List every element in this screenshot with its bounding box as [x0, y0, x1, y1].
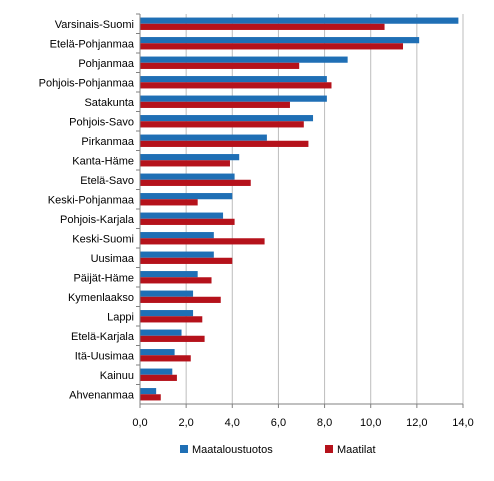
category-label: Lappi — [107, 311, 134, 323]
bar-maataloustuotos — [140, 154, 240, 161]
bars — [140, 17, 459, 401]
category-label: Päijät-Häme — [73, 272, 134, 284]
bar-maataloustuotos — [140, 173, 235, 180]
category-label: Pohjois-Pohjanmaa — [39, 77, 135, 89]
bar-maatilat — [140, 296, 221, 303]
tick-labels: 0,0 2,0 4,0 6,0 8,0 10,0 12,0 14,0 — [132, 417, 473, 429]
bar-maataloustuotos — [140, 232, 214, 239]
bar-maatilat — [140, 121, 304, 128]
bar-maataloustuotos — [140, 310, 194, 317]
legend-swatch — [180, 445, 188, 453]
category-label: Pohjois-Savo — [69, 116, 134, 128]
axes — [136, 13, 464, 408]
bar-maatilat — [140, 82, 332, 89]
category-label: Uusimaa — [91, 253, 135, 265]
bar-maataloustuotos — [140, 17, 459, 24]
bar-maataloustuotos — [140, 251, 214, 258]
bar-maatilat — [140, 179, 251, 186]
bar-maataloustuotos — [140, 56, 348, 63]
bar-maataloustuotos — [140, 271, 198, 278]
bar-maatilat — [140, 335, 205, 342]
category-label: Keski-Suomi — [72, 233, 134, 245]
bar-maataloustuotos — [140, 134, 267, 141]
bar-maatilat — [140, 374, 177, 381]
bar-maataloustuotos — [140, 388, 157, 395]
bar-maataloustuotos — [140, 368, 173, 375]
bar-maatilat — [140, 277, 212, 284]
x-tick-label: 4,0 — [225, 417, 240, 429]
bar-maatilat — [140, 355, 191, 362]
category-label: Etelä-Pohjanmaa — [50, 38, 135, 50]
category-labels: Varsinais-Suomi Etelä-Pohjanmaa Pohjanmaa P… — [39, 19, 135, 402]
category-label: Kymenlaakso — [68, 292, 134, 304]
category-label: Kanta-Häme — [72, 155, 134, 167]
bar-maatilat — [140, 257, 233, 264]
category-label: Pohjanmaa — [78, 58, 135, 70]
x-tick-label: 10,0 — [360, 417, 381, 429]
category-label: Pirkanmaa — [81, 136, 134, 148]
x-tick-label: 0,0 — [132, 417, 147, 429]
bar-maataloustuotos — [140, 349, 175, 356]
bar-maatilat — [140, 238, 265, 245]
x-tick-label: 8,0 — [317, 417, 332, 429]
x-tick-label: 2,0 — [178, 417, 193, 429]
category-label: Itä-Uusimaa — [75, 350, 135, 362]
x-tick-label: 12,0 — [406, 417, 427, 429]
category-label: Etelä-Savo — [80, 175, 134, 187]
legend-swatch — [325, 445, 333, 453]
category-label: Pohjois-Karjala — [60, 214, 135, 226]
bar-maatilat — [140, 316, 203, 323]
bar-maataloustuotos — [140, 76, 327, 83]
bar-maataloustuotos — [140, 329, 182, 336]
category-label: Kainuu — [100, 370, 134, 382]
bar-maataloustuotos — [140, 290, 194, 297]
bar-maatilat — [140, 160, 230, 167]
bar-maataloustuotos — [140, 37, 420, 44]
bar-maatilat — [140, 218, 235, 225]
category-label: Varsinais-Suomi — [55, 19, 134, 31]
category-label: Etelä-Karjala — [71, 331, 135, 343]
bar-maatilat — [140, 101, 290, 108]
bar-maataloustuotos — [140, 115, 314, 122]
bar-maatilat — [140, 394, 161, 401]
legend: Maataloustuotos Maatilat — [180, 444, 376, 456]
bar-maataloustuotos — [140, 95, 327, 102]
category-label: Keski-Pohjanmaa — [48, 194, 135, 206]
grid-lines — [185, 14, 464, 404]
bar-maatilat — [140, 23, 385, 30]
bar-maataloustuotos — [140, 193, 233, 200]
bar-maatilat — [140, 140, 309, 147]
x-tick-label: 6,0 — [271, 417, 286, 429]
bar-maataloustuotos — [140, 212, 224, 219]
bar-maatilat — [140, 199, 198, 206]
legend-label: Maataloustuotos — [192, 444, 273, 456]
bar-maatilat — [140, 62, 300, 69]
legend-label: Maatilat — [337, 444, 376, 456]
bar-maatilat — [140, 43, 404, 50]
category-label: Satakunta — [84, 97, 134, 109]
category-label: Ahvenanmaa — [69, 389, 135, 401]
x-tick-label: 14,0 — [452, 417, 473, 429]
